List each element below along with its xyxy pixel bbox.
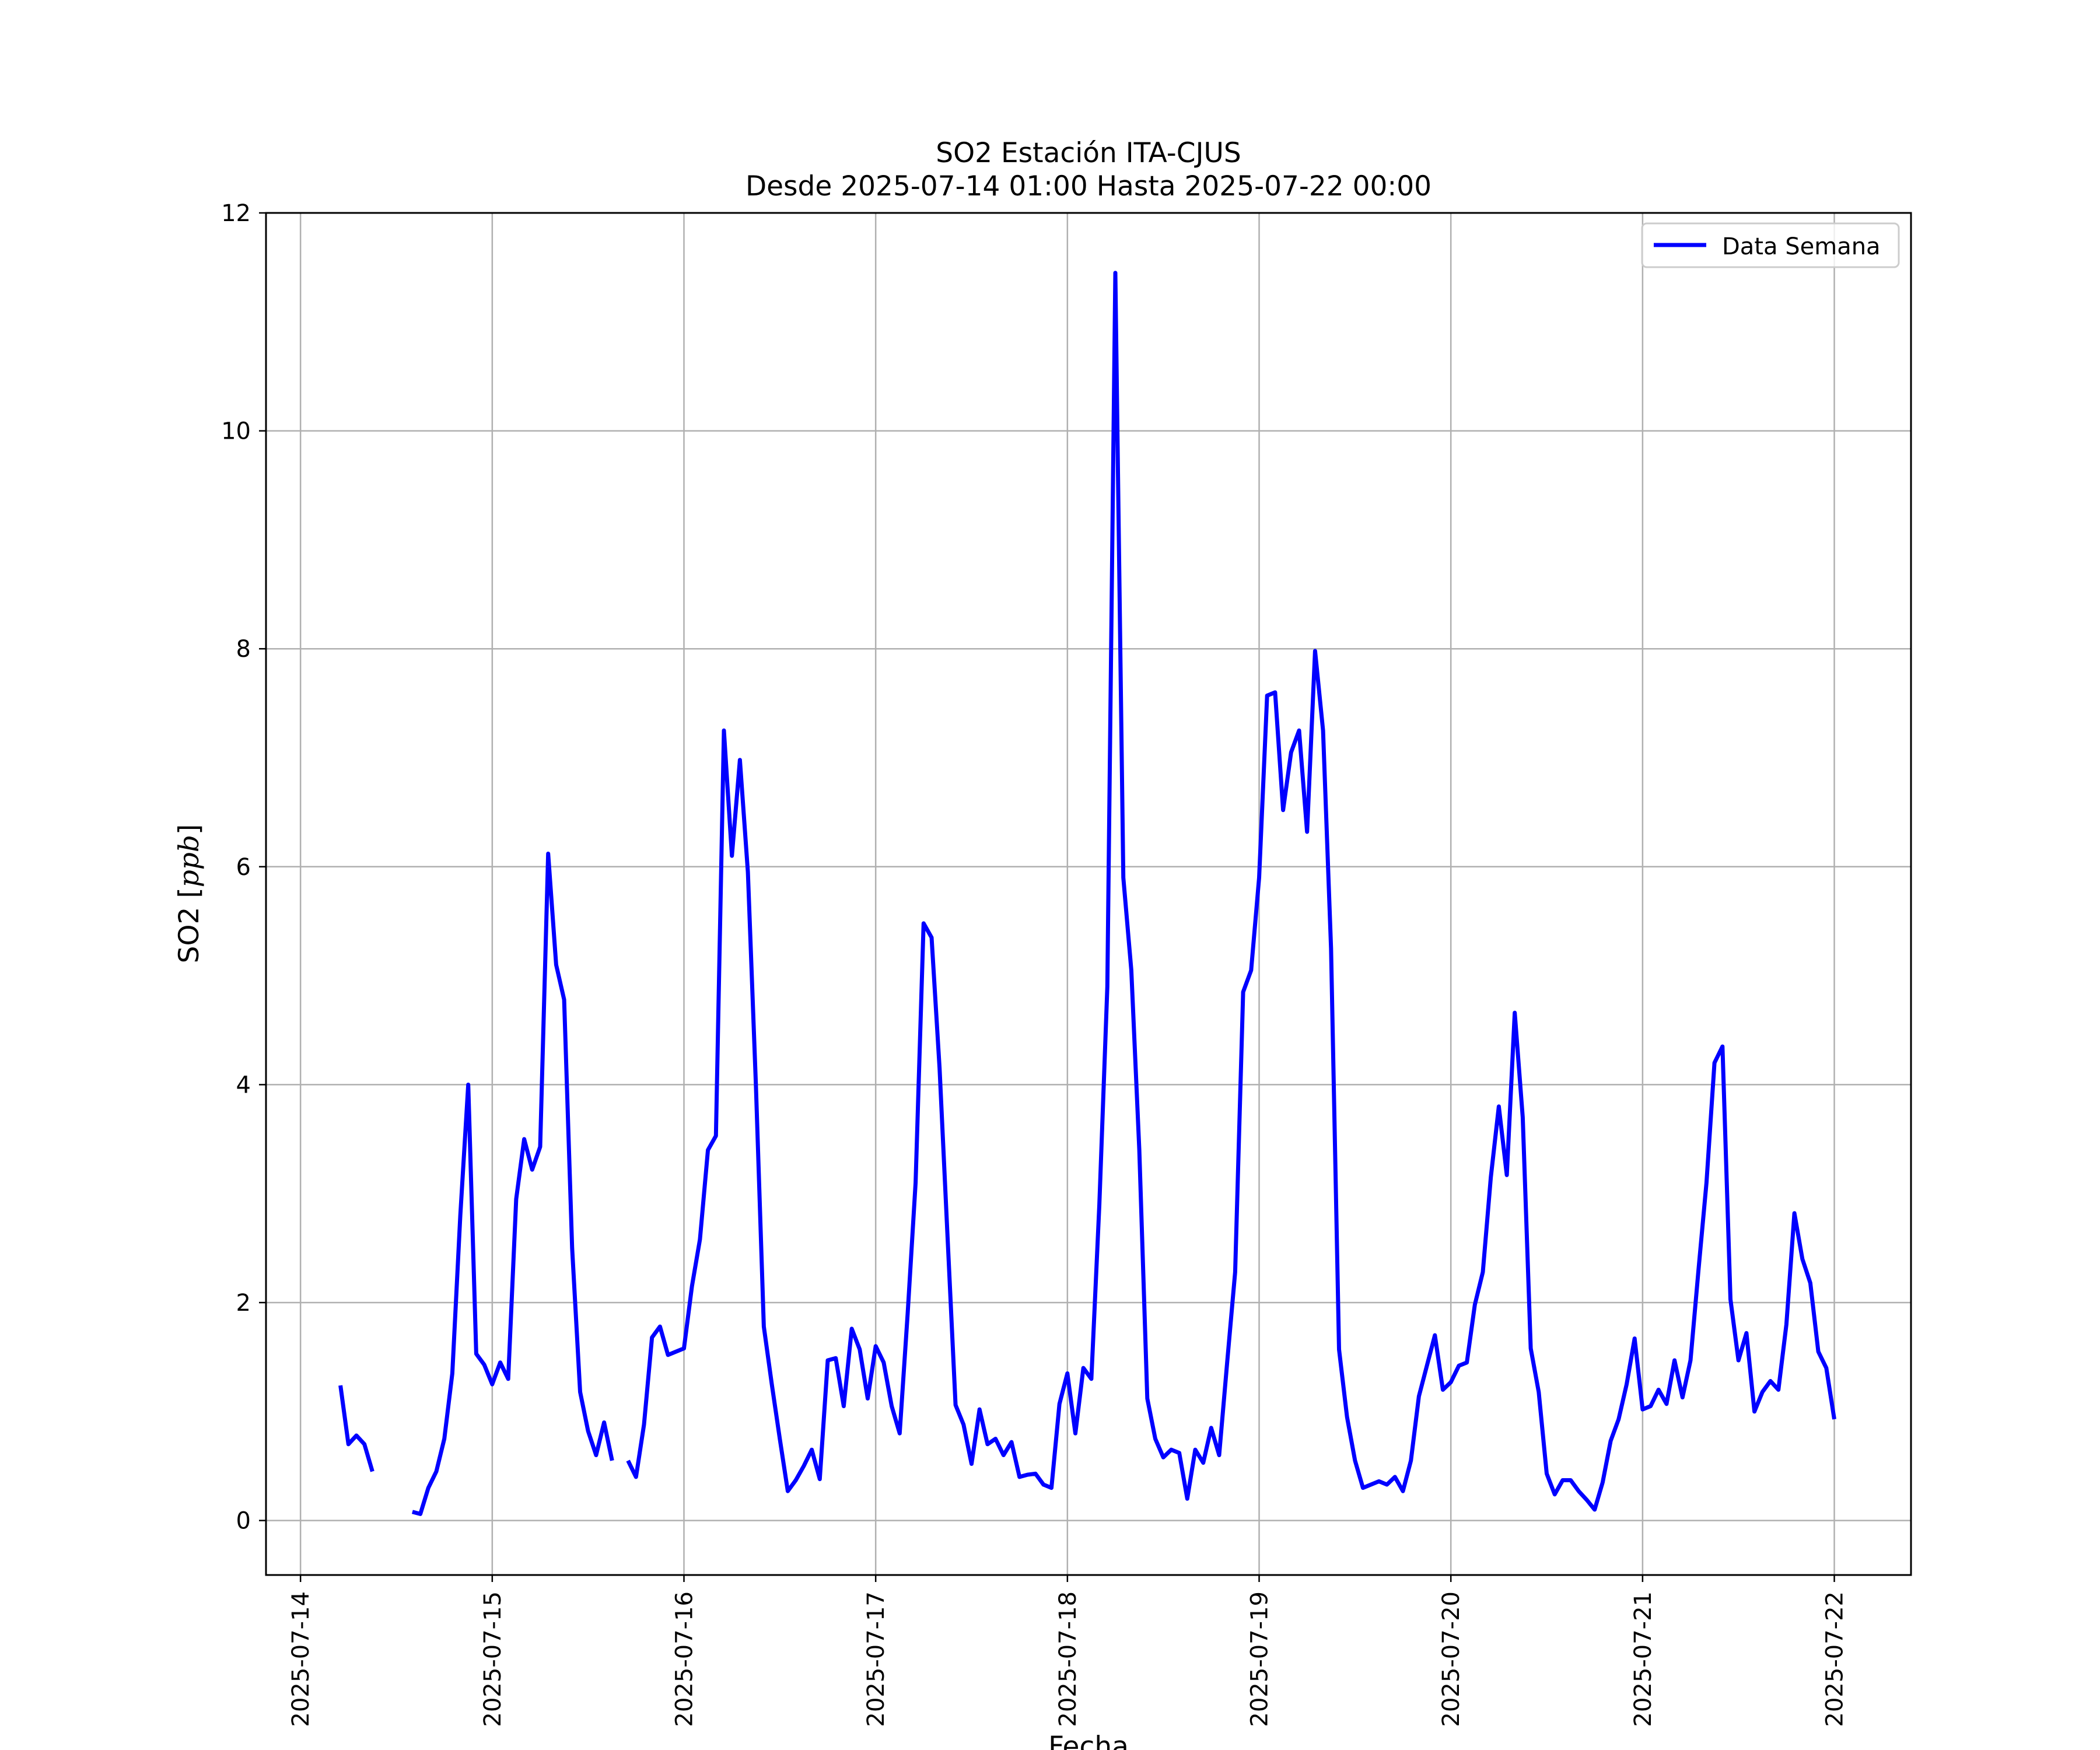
y-tick-label: 0 bbox=[236, 1508, 251, 1535]
y-axis-label-suffix: ] bbox=[173, 824, 205, 835]
x-tick-label: 2025-07-18 bbox=[1055, 1591, 1082, 1727]
x-tick-label: 2025-07-19 bbox=[1247, 1591, 1273, 1727]
x-tick-label: 2025-07-20 bbox=[1438, 1591, 1465, 1727]
chart-title: SO2 Estación ITA-CJUS bbox=[936, 137, 1241, 169]
series-line-segment bbox=[411, 851, 614, 1516]
y-tick-label: 4 bbox=[236, 1072, 251, 1098]
grid bbox=[266, 212, 1911, 1575]
x-tick-label: 2025-07-16 bbox=[671, 1591, 698, 1727]
y-tick-label: 2 bbox=[236, 1290, 251, 1317]
y-axis-label-unit: ppb bbox=[173, 835, 205, 887]
x-tick-label: 2025-07-14 bbox=[288, 1591, 314, 1727]
legend-label-data-semana: Data Semana bbox=[1722, 233, 1881, 260]
x-tick-label: 2025-07-15 bbox=[480, 1591, 506, 1727]
x-tick-label: 2025-07-21 bbox=[1630, 1591, 1657, 1727]
series-layer bbox=[338, 271, 1836, 1516]
y-axis-label-prefix: SO2 [ bbox=[173, 887, 205, 963]
series-line-segment bbox=[626, 271, 1836, 1512]
x-axis-label: Fecha bbox=[1048, 1731, 1129, 1750]
series-data-semana bbox=[338, 271, 1836, 1516]
y-tick-label: 10 bbox=[221, 418, 251, 445]
chart-subtitle: Desde 2025-07-14 01:00 Hasta 2025-07-22 … bbox=[746, 170, 1432, 202]
y-tick-label: 12 bbox=[221, 200, 251, 227]
legend: Data Semana bbox=[1641, 222, 1900, 268]
axis-ticks: 2025-07-14 2025-07-15 2025-07-16 2025-07-17… bbox=[221, 200, 1848, 1727]
legend-box bbox=[1641, 222, 1900, 268]
y-axis-label: SO2 [ppb] bbox=[173, 824, 205, 964]
series-line-segment bbox=[338, 1385, 374, 1472]
x-tick-label: 2025-07-17 bbox=[863, 1591, 890, 1727]
plot-area-frame bbox=[265, 212, 1912, 1576]
x-tick-label: 2025-07-22 bbox=[1822, 1591, 1849, 1727]
y-tick-label: 8 bbox=[236, 636, 251, 663]
y-tick-label: 6 bbox=[236, 854, 251, 881]
